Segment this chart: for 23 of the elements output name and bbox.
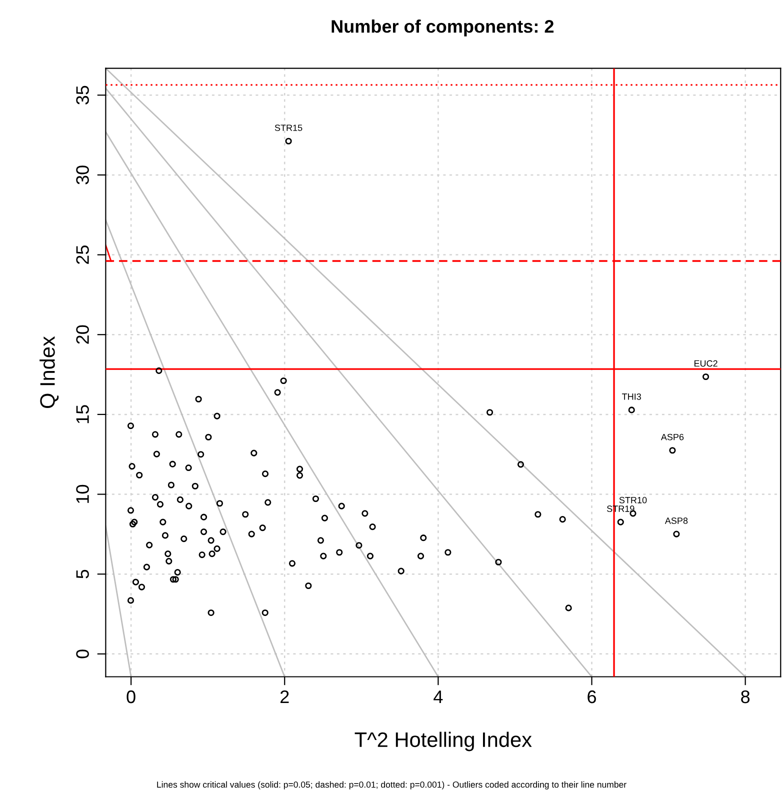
annotation: ASP8 [664, 518, 688, 524]
y-tick-label: 0 [76, 650, 89, 658]
y-tick-label: 15 [76, 405, 89, 424]
annotation: STR15 [274, 124, 302, 131]
annotation: ASP6 [660, 434, 684, 440]
y-tick-label: 5 [76, 570, 89, 578]
y-tick-label: 20 [76, 325, 89, 344]
x-tick-label: 8 [741, 690, 750, 704]
annotation: THI3 [622, 393, 641, 400]
text: Lines show critical values (solid: p=0.05; dashed: p=0.01; dotted: p=0.001) - Outliers coded according to their line number [157, 781, 626, 790]
y-axis-title: Q Index [40, 336, 59, 408]
x-axis-title: T^2 Hotelling Index [354, 732, 532, 752]
y-tick-label: 30 [76, 166, 89, 184]
annotation: EUC2 [694, 360, 718, 367]
x-tick-label: 6 [588, 690, 596, 704]
y-tick-label: 10 [76, 484, 89, 503]
y-tick-label: 25 [76, 246, 89, 264]
x-tick-label: 4 [434, 690, 443, 704]
x-tick-label: 0 [126, 690, 136, 704]
chart-title: Number of components: 2 [332, 20, 554, 36]
x-tick-label: 2 [280, 690, 289, 704]
annotation: STR10 [619, 496, 647, 504]
y-tick-label: 35 [76, 86, 89, 104]
